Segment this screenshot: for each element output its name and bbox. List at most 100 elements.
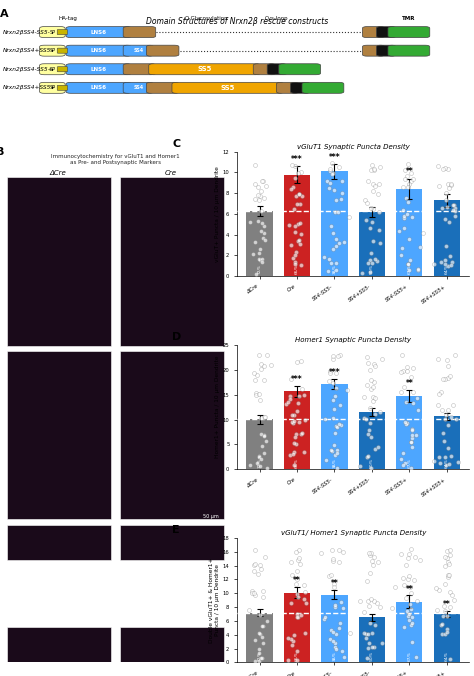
Point — [410, 387, 417, 397]
Point — [295, 235, 303, 246]
Point — [356, 460, 364, 471]
Point — [258, 257, 265, 268]
Point — [401, 381, 408, 392]
Point — [255, 644, 262, 654]
Text: C: C — [172, 139, 180, 149]
Point — [328, 258, 335, 268]
Point — [402, 418, 410, 429]
Point — [251, 559, 258, 570]
Point — [252, 375, 259, 385]
Point — [361, 391, 368, 402]
Title: vGluT1/ Homer1 Synaptic Puncta Density: vGluT1/ Homer1 Synaptic Puncta Density — [281, 530, 426, 536]
Point — [440, 600, 448, 611]
FancyBboxPatch shape — [120, 525, 224, 560]
Point — [443, 623, 451, 634]
Point — [445, 559, 452, 570]
Point — [291, 161, 299, 172]
Point — [405, 234, 412, 245]
Point — [449, 205, 456, 216]
Point — [376, 237, 384, 248]
FancyBboxPatch shape — [267, 64, 287, 75]
Title: Homer1 Synaptic Puncta Density: Homer1 Synaptic Puncta Density — [295, 337, 411, 343]
Point — [419, 227, 427, 238]
Bar — [284, 391, 310, 469]
Point — [287, 633, 295, 644]
Point — [404, 610, 412, 621]
Point — [296, 218, 304, 229]
Point — [367, 383, 375, 394]
Point — [401, 212, 408, 223]
Point — [370, 164, 378, 175]
Point — [408, 167, 415, 178]
Point — [333, 629, 340, 639]
FancyBboxPatch shape — [279, 64, 320, 75]
Point — [375, 224, 383, 235]
Point — [332, 368, 340, 379]
Point — [332, 421, 340, 432]
Point — [340, 603, 347, 614]
Point — [260, 412, 267, 422]
Point — [286, 450, 293, 460]
Point — [452, 210, 459, 221]
Title: vGluT1 Synaptic Puncta Density: vGluT1 Synaptic Puncta Density — [297, 144, 410, 150]
Point — [414, 264, 421, 274]
Point — [367, 548, 375, 558]
Point — [260, 175, 267, 186]
Point — [408, 430, 415, 441]
Point — [404, 574, 411, 585]
Point — [328, 446, 336, 457]
Point — [430, 456, 438, 467]
FancyBboxPatch shape — [57, 48, 67, 53]
Text: LNS6: LNS6 — [91, 48, 107, 53]
Point — [446, 602, 454, 612]
Point — [443, 201, 451, 212]
Point — [255, 452, 263, 462]
Text: SP: SP — [49, 67, 55, 72]
Bar — [321, 384, 347, 469]
Point — [405, 608, 413, 619]
Point — [407, 620, 415, 631]
Point — [406, 598, 413, 609]
Point — [248, 586, 256, 597]
Point — [395, 225, 403, 236]
Point — [335, 544, 343, 555]
Point — [366, 550, 374, 560]
Point — [438, 256, 445, 267]
Point — [294, 167, 301, 178]
Point — [331, 638, 338, 649]
Point — [302, 597, 310, 608]
Point — [367, 202, 375, 213]
Point — [375, 178, 383, 189]
Point — [329, 228, 337, 239]
Point — [297, 239, 304, 249]
Point — [296, 417, 303, 428]
Point — [447, 550, 454, 560]
Point — [329, 412, 337, 423]
Point — [260, 192, 268, 203]
Point — [293, 608, 301, 619]
Point — [297, 166, 305, 177]
Point — [369, 217, 376, 228]
Point — [448, 256, 456, 267]
FancyBboxPatch shape — [57, 85, 67, 91]
Point — [287, 598, 294, 608]
Point — [253, 369, 261, 380]
Point — [260, 361, 267, 372]
Point — [325, 183, 332, 193]
Point — [408, 212, 415, 222]
Text: 38/5: 38/5 — [332, 264, 337, 274]
Point — [406, 581, 414, 592]
Point — [409, 398, 417, 409]
FancyBboxPatch shape — [123, 82, 154, 93]
Point — [291, 630, 298, 641]
Bar — [321, 172, 347, 276]
Point — [441, 629, 449, 639]
Point — [439, 428, 447, 439]
Point — [326, 178, 333, 189]
Point — [337, 618, 344, 629]
Point — [321, 414, 328, 425]
Point — [259, 233, 267, 243]
Point — [289, 253, 297, 264]
Point — [408, 617, 415, 628]
Point — [399, 181, 407, 192]
